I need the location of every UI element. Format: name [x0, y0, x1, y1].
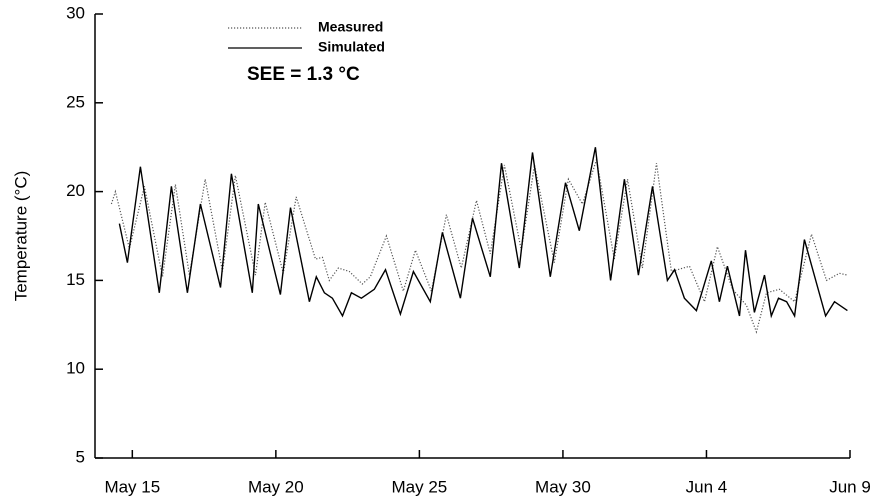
y-tick-label: 30: [66, 3, 85, 22]
y-tick-label: 25: [66, 92, 85, 111]
y-axis-label: Temperature (°C): [11, 171, 30, 302]
y-tick-label: 15: [66, 270, 85, 289]
series-line: [118, 147, 848, 319]
x-tick-label: May 30: [535, 477, 591, 496]
x-tick-label: Jun 4: [686, 477, 728, 496]
x-tick-label: Jun 9: [829, 477, 871, 496]
series-line: [110, 159, 848, 334]
annotation: SEE = 1.3 °C: [247, 64, 360, 85]
x-tick-label: May 15: [104, 477, 160, 496]
x-tick-label: May 25: [392, 477, 448, 496]
x-tick-label: May 20: [248, 477, 304, 496]
y-tick-label: 5: [76, 447, 85, 466]
y-tick-label: 20: [66, 181, 85, 200]
legend-label: Simulated: [318, 39, 385, 55]
y-tick-label: 10: [66, 359, 85, 378]
legend-label: Measured: [318, 19, 383, 35]
